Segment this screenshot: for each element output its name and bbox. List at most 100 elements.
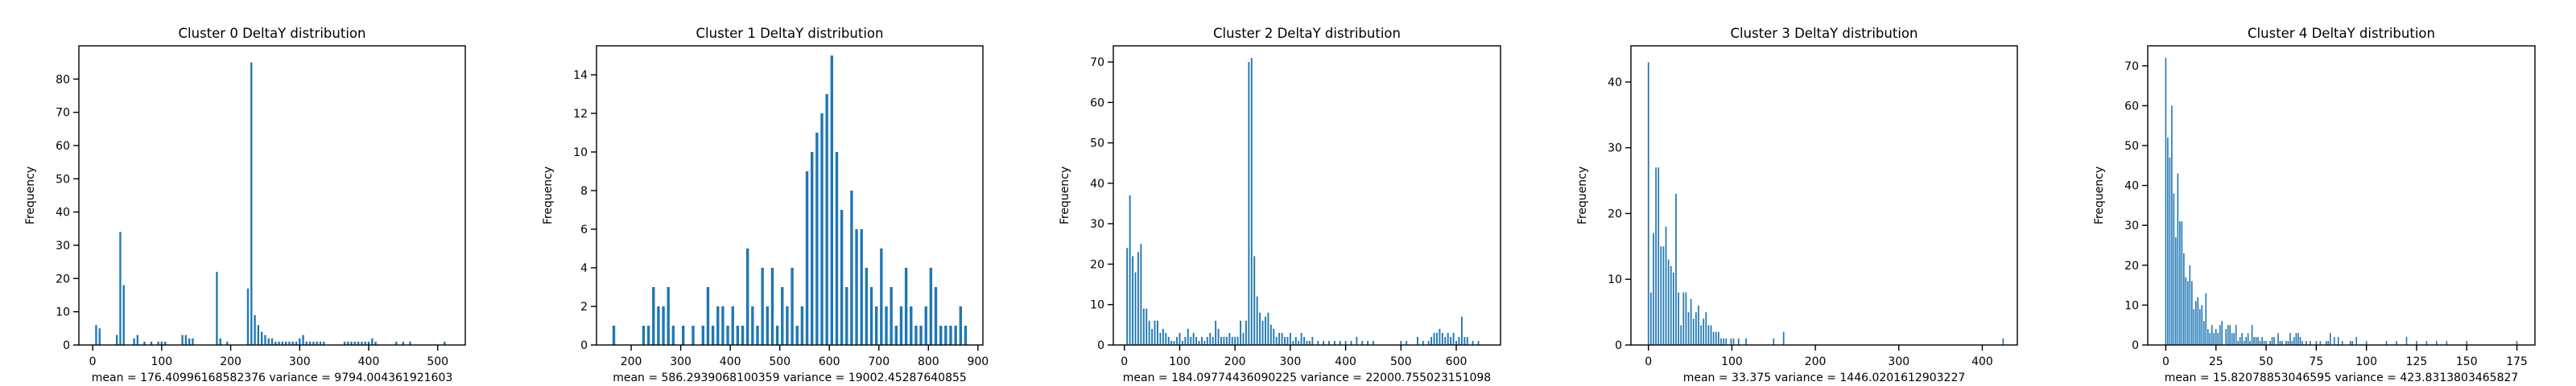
bar xyxy=(1311,336,1314,345)
bar xyxy=(1712,331,1715,345)
bar xyxy=(1460,316,1463,345)
bar xyxy=(1450,336,1452,345)
bar xyxy=(2237,341,2239,345)
bar xyxy=(1447,332,1449,345)
bar xyxy=(2306,341,2307,345)
bar xyxy=(2269,341,2271,345)
y-tick-label: 50 xyxy=(56,173,70,186)
bar xyxy=(2251,325,2253,345)
y-tick-label: 10 xyxy=(56,306,70,319)
y-tick-label: 60 xyxy=(2124,100,2139,113)
bar xyxy=(850,191,853,345)
bar xyxy=(1732,338,1735,345)
bar xyxy=(319,341,322,345)
bar xyxy=(1240,320,1241,345)
x-tick-label: 75 xyxy=(2309,355,2323,368)
bar xyxy=(919,326,923,345)
y-tick-label: 0 xyxy=(1097,339,1104,352)
bar xyxy=(959,306,962,345)
x-tick-label: 600 xyxy=(1446,355,1468,368)
bar xyxy=(216,272,218,345)
bar xyxy=(1444,336,1447,345)
bar xyxy=(1416,336,1418,345)
axes-frame xyxy=(2147,45,2536,346)
y-tick-label: 20 xyxy=(1090,258,1104,271)
bar xyxy=(1190,336,1192,345)
x-tick-label: 0 xyxy=(1121,355,1128,368)
bar xyxy=(770,268,774,345)
bar xyxy=(1328,340,1330,345)
bar xyxy=(820,113,824,345)
bar xyxy=(1466,336,1468,345)
bar xyxy=(1228,332,1231,345)
bar xyxy=(1653,233,1654,345)
bar xyxy=(2233,333,2235,345)
bar xyxy=(2385,341,2388,345)
bar xyxy=(939,326,943,345)
bar xyxy=(2315,341,2318,345)
bar xyxy=(2255,337,2257,345)
bar xyxy=(894,326,898,345)
bar xyxy=(2319,341,2322,345)
bar xyxy=(2205,293,2207,345)
charts-container: 0 100 200 300 400 50001020304050607080Cluster… xyxy=(24,26,2536,384)
bar xyxy=(1700,325,1702,345)
bar xyxy=(1430,336,1433,345)
bar xyxy=(1181,340,1183,345)
chart-1: 200 300 400 500 600 700 800 900 0 2 4 6 8 10 12 14 Clust… xyxy=(542,26,989,384)
y-tick-label: 20 xyxy=(2124,260,2139,273)
bars-3 xyxy=(1647,62,2004,345)
bar xyxy=(1248,62,1250,346)
bar xyxy=(350,341,353,345)
bar xyxy=(1265,316,1266,345)
y-tick-label: 70 xyxy=(2124,60,2139,73)
bar xyxy=(1715,331,1717,345)
bar xyxy=(1477,340,1480,345)
bar xyxy=(2326,341,2327,345)
bar xyxy=(219,338,221,345)
bar xyxy=(924,306,927,345)
bar xyxy=(2405,337,2408,345)
bar xyxy=(2195,301,2197,345)
bar xyxy=(1236,336,1239,345)
bar xyxy=(305,341,308,345)
y-tick-label: 10 xyxy=(2124,299,2139,312)
bar xyxy=(2341,341,2343,345)
bar xyxy=(260,331,263,345)
bar xyxy=(2281,341,2283,345)
bar xyxy=(1344,340,1347,345)
bar xyxy=(2187,281,2189,345)
bar xyxy=(367,341,370,345)
bar xyxy=(2425,341,2428,345)
bar xyxy=(347,341,349,345)
bar xyxy=(1201,336,1203,345)
bar xyxy=(1673,273,1674,345)
x-axis-label: mean = 586.2939068100359 variance = 1900… xyxy=(613,372,967,384)
bar xyxy=(2173,193,2175,345)
y-tick-label: 0 xyxy=(63,339,70,352)
bar xyxy=(761,268,764,345)
bar xyxy=(2329,333,2331,345)
y-tick-label: 50 xyxy=(2124,140,2139,153)
bar xyxy=(267,338,270,345)
bar xyxy=(2416,341,2417,345)
y-tick-label: 80 xyxy=(56,73,70,86)
bar xyxy=(2287,341,2289,345)
bar xyxy=(1657,167,1660,345)
bar xyxy=(1782,331,1785,345)
bar xyxy=(880,248,883,345)
bar xyxy=(1179,332,1181,345)
bar xyxy=(1284,336,1286,345)
bar xyxy=(2229,325,2231,345)
bar xyxy=(1165,332,1167,345)
bar xyxy=(2175,237,2177,345)
bar xyxy=(1146,308,1148,345)
x-axis-label: mean = 15.82078853046595 variance = 423.… xyxy=(2165,372,2519,384)
x-tick-label: 400 xyxy=(358,355,380,368)
bar xyxy=(840,210,844,345)
y-tick-label: 30 xyxy=(1090,218,1104,231)
bar xyxy=(1650,292,1652,345)
bar xyxy=(2211,325,2213,345)
bar xyxy=(1261,320,1264,345)
bar xyxy=(1317,340,1319,345)
